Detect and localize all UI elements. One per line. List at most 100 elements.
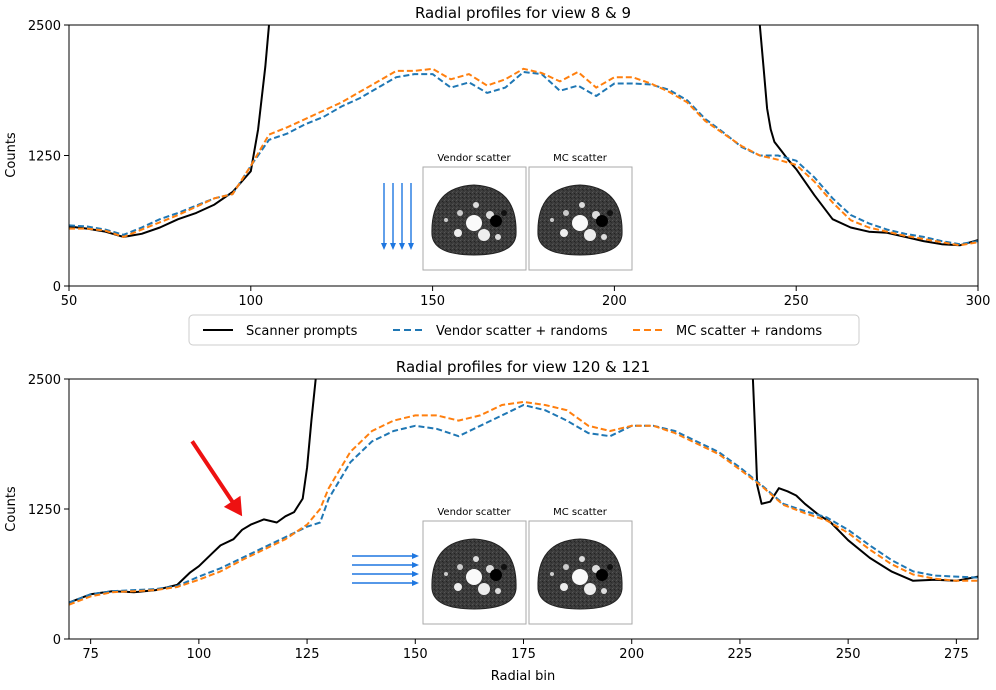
phantom-sphere: [601, 588, 607, 594]
beam-arrow-head: [381, 243, 387, 250]
phantom-sphere: [495, 234, 501, 240]
x-tick-label: 100: [186, 647, 211, 662]
y-tick-label: 1250: [28, 503, 61, 518]
x-tick-label: 175: [511, 647, 536, 662]
y-tick-label: 2500: [28, 373, 61, 388]
x-tick-label: 150: [403, 647, 428, 662]
y-tick-label: 0: [53, 633, 61, 648]
phantom-sphere: [454, 583, 462, 591]
series-line-scanner-prompts: [751, 379, 978, 582]
x-tick-label: 200: [602, 294, 627, 309]
phantom-sphere: [579, 556, 585, 562]
phantom-sphere: [579, 202, 585, 208]
phantom-sphere: [563, 210, 569, 216]
x-tick-label: 225: [728, 647, 753, 662]
phantom-sphere: [457, 210, 463, 216]
y-axis-label-top: Counts: [4, 132, 19, 178]
red-arrow-head: [223, 495, 243, 517]
inset-bottom: Vendor scatter MC scatter: [352, 507, 633, 625]
red-arrow-annotation: [190, 440, 243, 517]
y-tick-label: 1250: [28, 150, 61, 165]
axis-ticks-bottom: 75 100 125 150 175 200 225 250 275 0 1250 2500: [28, 373, 969, 662]
beam-arrow-head: [408, 243, 414, 250]
x-tick-label: 150: [420, 294, 445, 309]
phantom-sphere: [560, 583, 568, 591]
chart-title-top: Radial profiles for view 8 & 9: [415, 4, 631, 22]
y-tick-label: 0: [53, 280, 61, 295]
x-tick-label: 75: [82, 647, 99, 662]
phantom-sphere: [501, 564, 507, 570]
phantom-sphere: [572, 569, 588, 585]
phantom-sphere: [550, 572, 554, 576]
legend-label-prompts: Scanner prompts: [246, 324, 358, 339]
phantom-sphere: [466, 215, 482, 231]
phantom-sphere: [473, 202, 479, 208]
phantom-sphere: [478, 583, 490, 595]
beam-arrow-head: [412, 571, 419, 577]
x-tick-label: 50: [61, 294, 78, 309]
phantom-sphere: [454, 229, 462, 237]
plot-frame-bottom: [68, 378, 979, 640]
phantom-sphere: [560, 229, 568, 237]
phantom-sphere: [596, 215, 608, 227]
y-tick-label: 2500: [28, 19, 61, 34]
plot-series-top: [69, 25, 978, 247]
x-tick-label: 100: [238, 294, 263, 309]
plot-series-bottom: [69, 379, 978, 606]
phantom-sphere: [478, 229, 490, 241]
x-tick-label: 250: [836, 647, 861, 662]
chart-title-bottom: Radial profiles for view 120 & 121: [396, 358, 650, 376]
phantom-sphere: [584, 583, 596, 595]
x-tick-label: 275: [944, 647, 969, 662]
y-axis-label-bottom: Counts: [4, 486, 19, 532]
x-axis-label-bottom: Radial bin: [491, 669, 555, 684]
phantom-sphere: [466, 569, 482, 585]
inset-label-left: Vendor scatter: [437, 153, 511, 164]
phantom-sphere: [490, 215, 502, 227]
phantom-sphere: [473, 556, 479, 562]
inset-top: Vendor scatter MC scatter: [381, 153, 633, 271]
chart-panel-bottom: Radial profiles for view 120 & 121 Count…: [4, 358, 979, 684]
beam-arrow-head: [412, 562, 419, 568]
inset-label-right: MC scatter: [553, 153, 608, 164]
chart-panel-top: Radial profiles for view 8 & 9 Counts 50…: [4, 4, 990, 309]
legend-label-mc: MC scatter + randoms: [676, 324, 822, 339]
x-tick-label: 250: [784, 294, 809, 309]
series-line-scanner-prompts: [69, 25, 270, 238]
inset-label-right: MC scatter: [553, 507, 608, 518]
series-line-scanner-prompts: [69, 379, 317, 604]
phantom-sphere: [490, 569, 502, 581]
phantom-sphere: [495, 588, 501, 594]
phantom-sphere: [501, 210, 507, 216]
phantom-sphere: [444, 572, 448, 576]
phantom-sphere: [607, 564, 613, 570]
legend-label-vendor: Vendor scatter + randoms: [436, 324, 608, 339]
phantom-sphere: [596, 569, 608, 581]
x-tick-label: 200: [619, 647, 644, 662]
beam-arrow-head: [412, 580, 419, 586]
beam-arrow-head: [399, 243, 405, 250]
red-arrow-shaft: [190, 440, 236, 506]
series-line-mc-scatter-randoms: [69, 67, 978, 247]
series-line-vendor-scatter-randoms: [69, 404, 978, 604]
legend-box: [188, 314, 860, 346]
phantom-sphere: [572, 215, 588, 231]
phantom-sphere: [550, 218, 554, 222]
beam-arrow-head: [412, 553, 419, 559]
inset-label-left: Vendor scatter: [437, 507, 511, 518]
phantom-sphere: [607, 210, 613, 216]
x-tick-label: 300: [966, 294, 991, 309]
phantom-sphere: [584, 229, 596, 241]
legend: Scanner prompts Vendor scatter + randoms…: [188, 314, 860, 346]
beam-arrow-head: [390, 243, 396, 250]
x-tick-label: 125: [295, 647, 320, 662]
axis-ticks-top: 50 100 150 200 250 300 0 1250 2500: [28, 19, 991, 309]
phantom-sphere: [601, 234, 607, 240]
plot-frame-top: [68, 24, 979, 287]
series-line-mc-scatter-randoms: [69, 400, 978, 606]
phantom-sphere: [563, 564, 569, 570]
series-line-scanner-prompts: [758, 25, 978, 247]
phantom-sphere: [444, 218, 448, 222]
phantom-sphere: [457, 564, 463, 570]
